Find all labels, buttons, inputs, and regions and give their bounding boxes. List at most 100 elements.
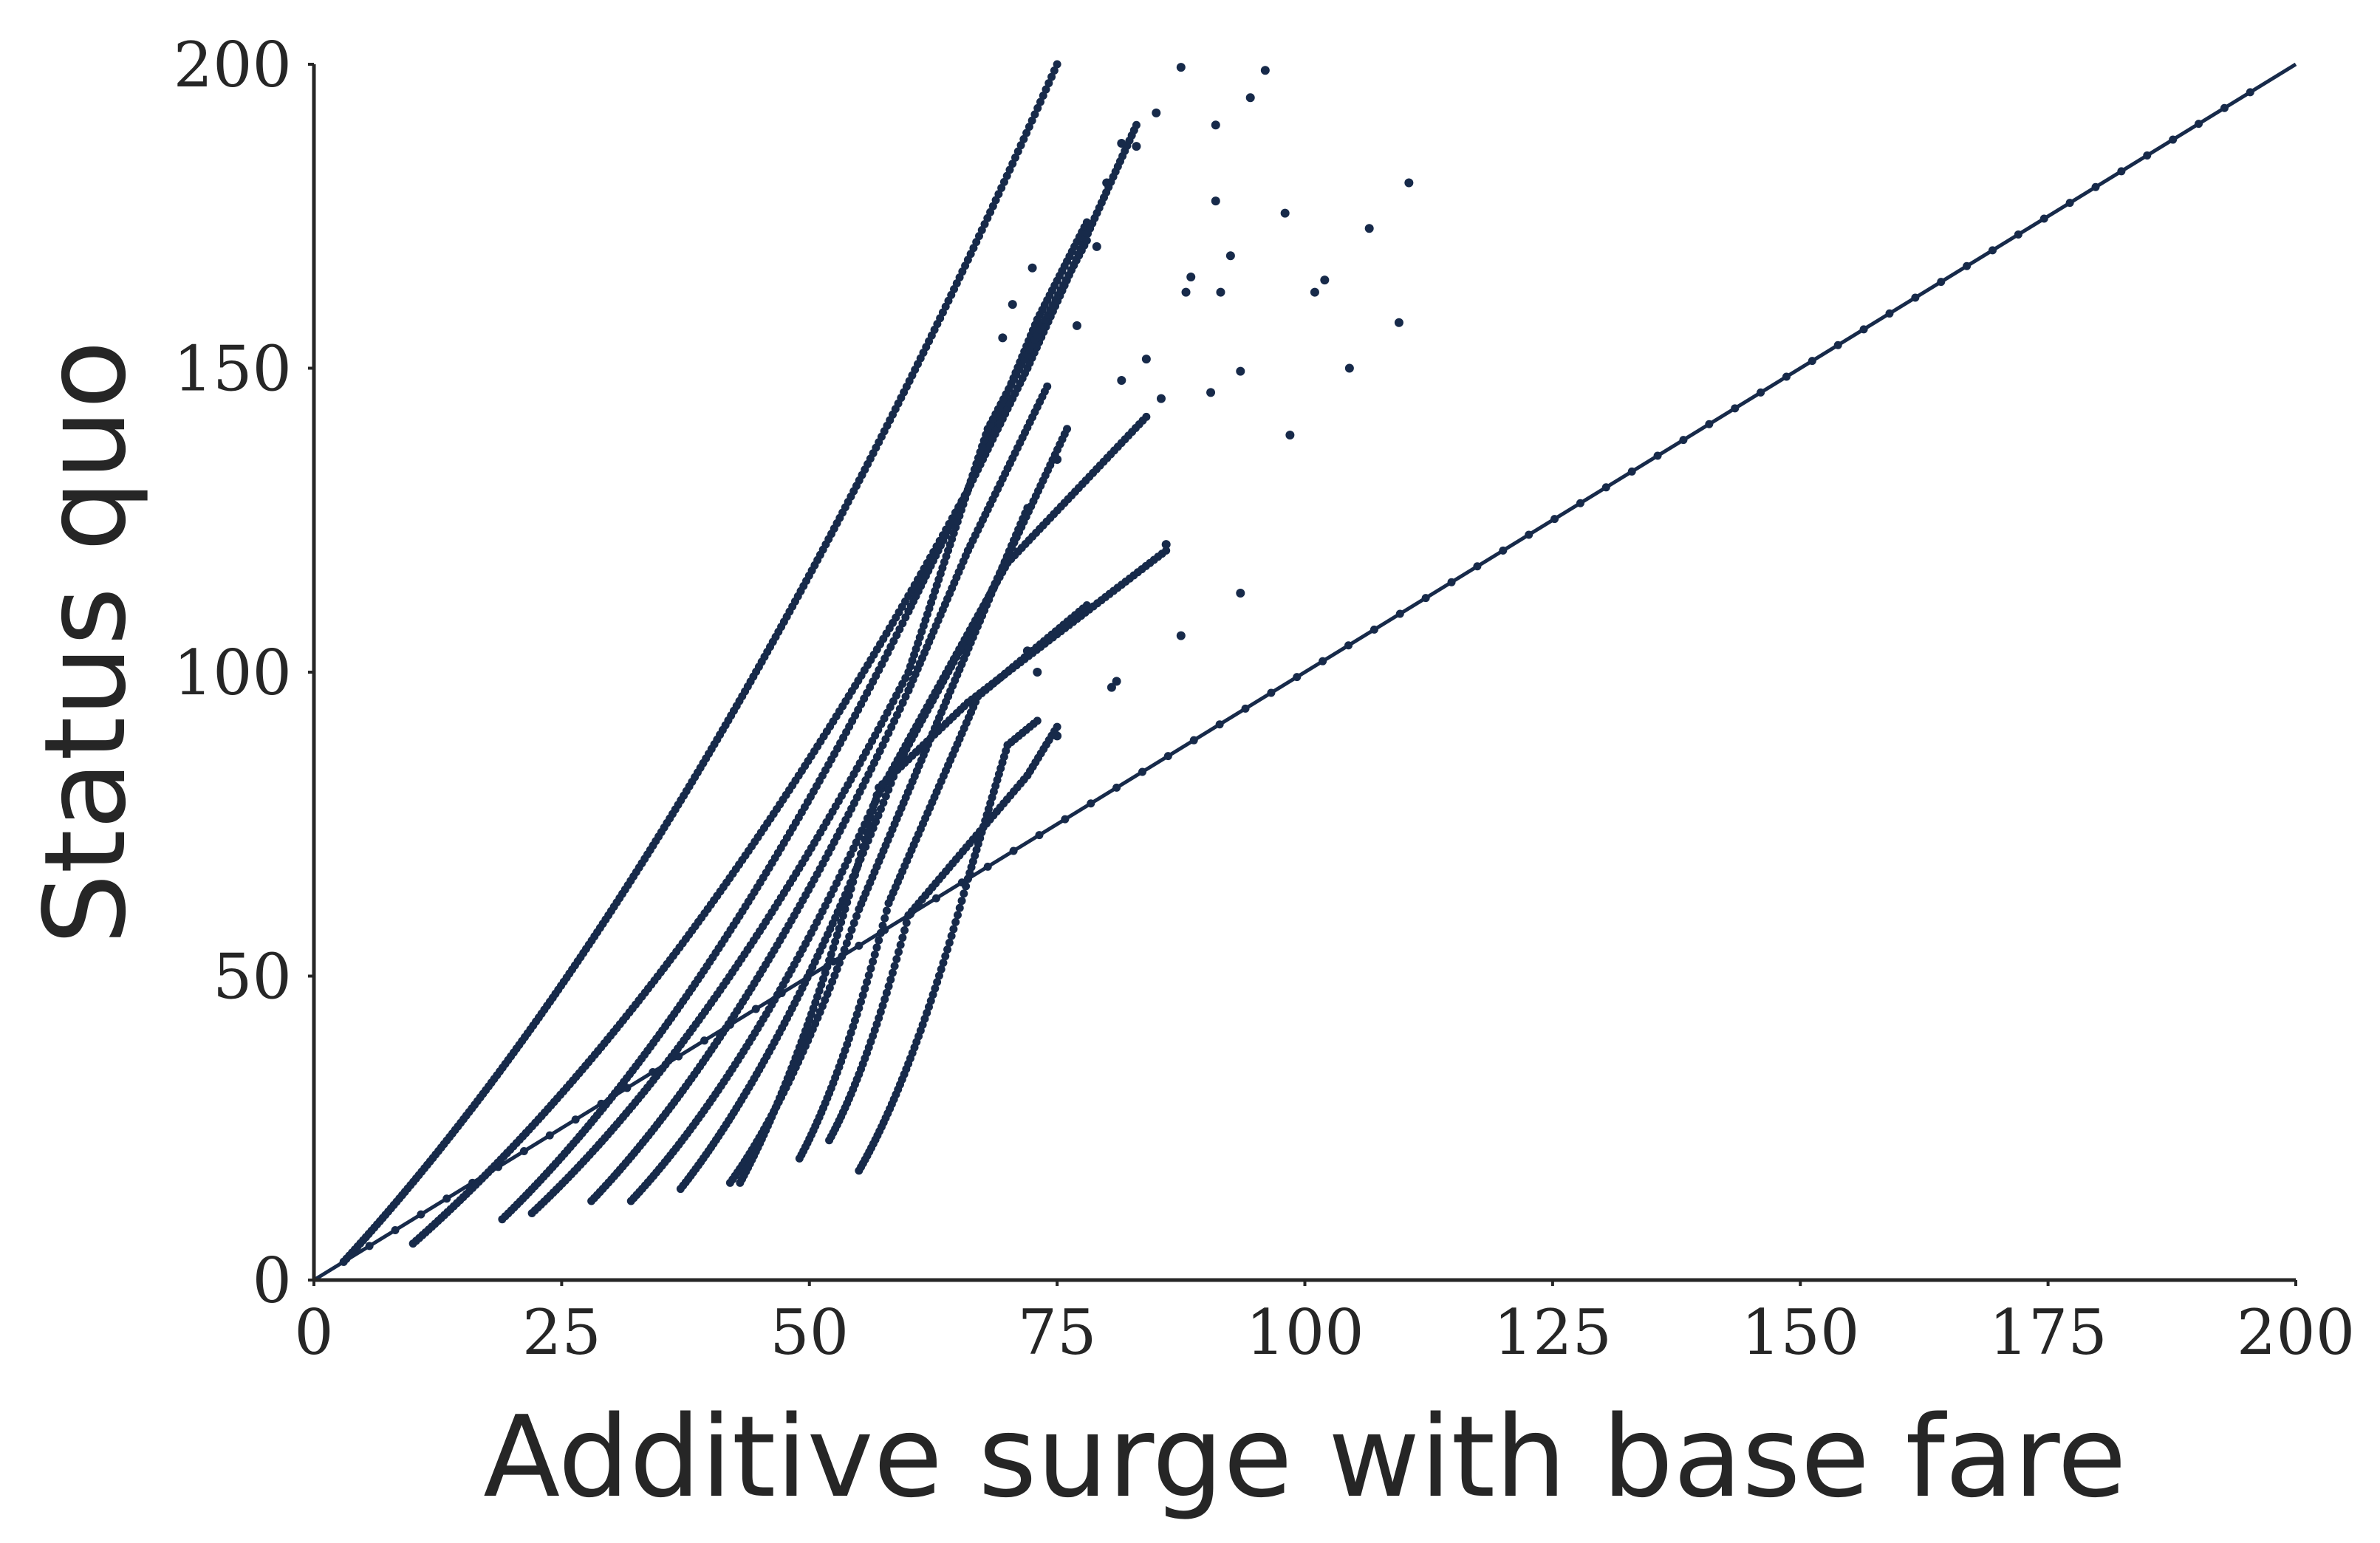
data-point bbox=[1225, 251, 1235, 261]
data-point bbox=[849, 919, 858, 928]
data-point bbox=[1025, 123, 1033, 131]
data-point bbox=[1053, 731, 1062, 741]
data-point bbox=[1181, 287, 1191, 297]
data-point bbox=[999, 177, 1008, 186]
data-point bbox=[1499, 546, 1508, 555]
data-point bbox=[998, 333, 1008, 343]
data-point bbox=[953, 911, 962, 920]
data-point bbox=[417, 1210, 425, 1219]
data-point bbox=[1576, 499, 1584, 507]
y-tick-label: 50 bbox=[213, 941, 292, 1013]
data-point bbox=[892, 954, 901, 963]
data-point bbox=[1320, 276, 1330, 285]
data-point bbox=[545, 1131, 554, 1140]
data-point bbox=[1525, 530, 1533, 539]
data-point bbox=[700, 1036, 709, 1045]
y-axis-ticks: 0 50 100 150 200 bbox=[174, 29, 314, 1317]
x-tick-label: 100 bbox=[1245, 1296, 1364, 1369]
data-point bbox=[1473, 562, 1482, 571]
data-point bbox=[861, 985, 869, 993]
data-point bbox=[1211, 196, 1220, 206]
data-point bbox=[821, 968, 830, 977]
data-point bbox=[1833, 341, 1842, 349]
data-point bbox=[1627, 467, 1636, 476]
data-point bbox=[2117, 167, 2126, 176]
x-tick-label: 200 bbox=[2237, 1296, 2355, 1369]
data-point bbox=[1053, 60, 1061, 69]
data-point bbox=[874, 811, 883, 820]
data-point bbox=[1421, 594, 1430, 603]
data-point bbox=[1030, 110, 1039, 119]
data-point bbox=[845, 932, 854, 941]
data-point bbox=[858, 991, 867, 999]
data-point bbox=[1163, 752, 1172, 761]
data-point bbox=[1267, 688, 1276, 697]
data-point bbox=[890, 716, 899, 725]
data-point bbox=[878, 1002, 887, 1010]
data-point bbox=[1152, 108, 1161, 117]
data-point bbox=[1176, 63, 1186, 72]
data-point bbox=[823, 962, 832, 971]
data-point bbox=[861, 835, 869, 844]
data-point bbox=[1369, 625, 1378, 634]
data-point bbox=[882, 988, 891, 997]
data-point bbox=[1808, 357, 1816, 366]
data-point bbox=[1161, 540, 1171, 550]
data-point bbox=[1050, 66, 1059, 75]
data-point bbox=[1107, 682, 1116, 692]
data-point bbox=[926, 996, 935, 1005]
data-point bbox=[1216, 287, 1225, 297]
data-point bbox=[1138, 767, 1146, 776]
data-point bbox=[852, 863, 861, 872]
data-point bbox=[898, 698, 907, 707]
data-point bbox=[365, 1242, 374, 1251]
y-tick-label: 0 bbox=[253, 1245, 292, 1317]
data-point bbox=[892, 711, 901, 719]
data-point bbox=[1027, 116, 1036, 125]
data-point bbox=[1082, 236, 1091, 245]
data-point bbox=[886, 975, 895, 984]
data-point bbox=[850, 871, 859, 880]
data-point bbox=[1937, 278, 1946, 287]
data-point bbox=[1989, 246, 1997, 255]
data-point bbox=[838, 911, 847, 920]
data-point bbox=[837, 918, 846, 927]
data-point bbox=[1404, 178, 1414, 188]
data-point bbox=[951, 917, 960, 926]
data-point bbox=[1022, 129, 1031, 137]
data-point bbox=[888, 968, 897, 977]
data-point bbox=[1162, 546, 1171, 555]
data-point bbox=[1447, 578, 1456, 586]
data-point bbox=[1601, 483, 1610, 492]
data-point bbox=[1009, 846, 1018, 855]
data-point bbox=[1245, 93, 1255, 103]
data-point bbox=[832, 965, 841, 974]
data-point bbox=[875, 1013, 883, 1022]
data-point bbox=[858, 842, 867, 851]
data-point bbox=[894, 948, 903, 957]
data-point bbox=[1211, 120, 1220, 130]
data-point bbox=[442, 1194, 451, 1203]
data-point bbox=[1013, 147, 1022, 156]
data-point bbox=[902, 918, 911, 927]
data-point bbox=[2039, 214, 2048, 223]
data-point bbox=[1033, 716, 1042, 725]
data-point bbox=[931, 984, 940, 993]
data-point bbox=[1019, 134, 1028, 143]
data-point bbox=[880, 914, 889, 923]
data-point bbox=[1395, 609, 1404, 618]
data-point bbox=[835, 958, 844, 967]
data-point bbox=[879, 798, 888, 807]
data-point bbox=[997, 184, 1006, 193]
data-point bbox=[1042, 85, 1050, 94]
data-point bbox=[1087, 799, 1095, 808]
data-point bbox=[1731, 404, 1740, 413]
data-point bbox=[1061, 815, 1070, 824]
data-point bbox=[1293, 673, 1302, 682]
data-point bbox=[957, 897, 966, 906]
data-point bbox=[1310, 287, 1319, 297]
data-point bbox=[849, 877, 858, 886]
data-point bbox=[1043, 382, 1052, 391]
data-point bbox=[898, 933, 907, 942]
